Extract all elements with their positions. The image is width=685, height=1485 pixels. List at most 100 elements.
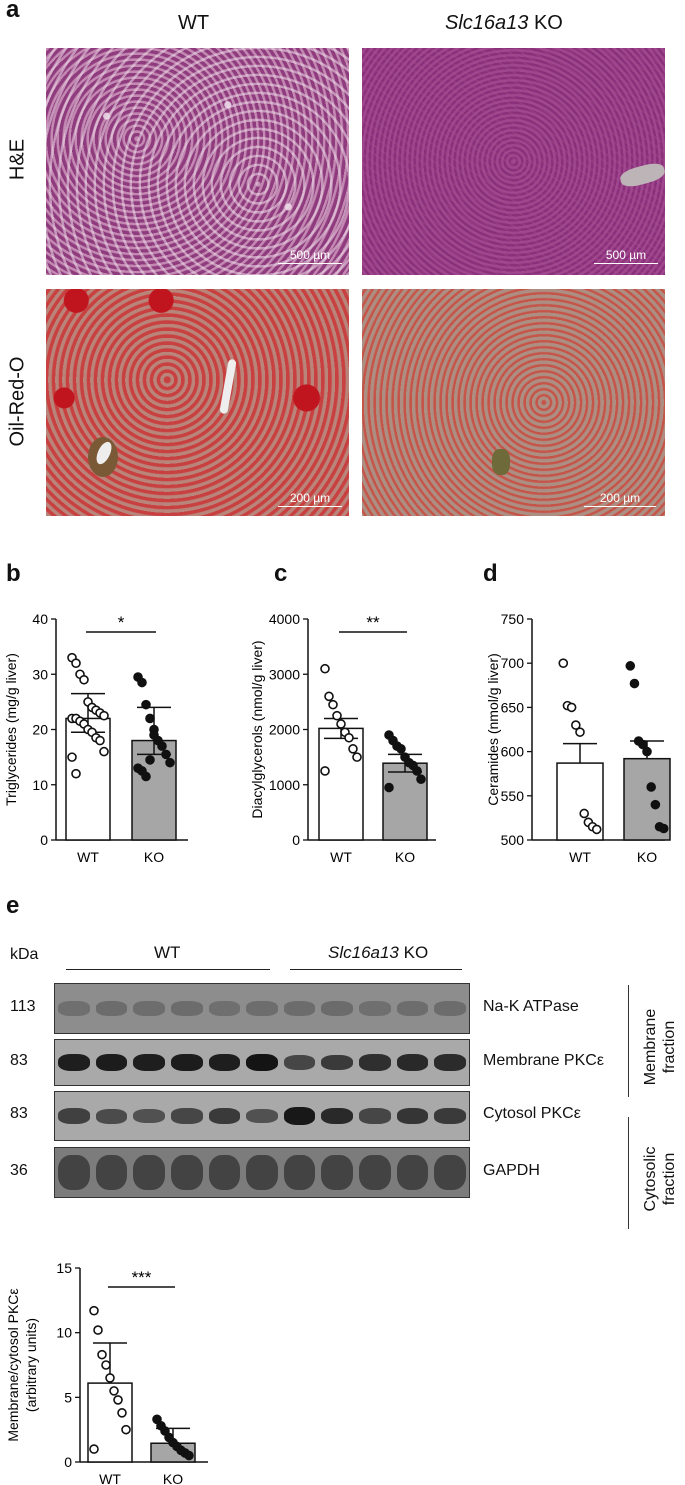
y-tick-label: 5	[64, 1389, 72, 1405]
data-point	[165, 757, 175, 768]
panel-c-letter: c	[274, 560, 288, 587]
x-tick-label: KO	[395, 849, 415, 865]
row-header-he: H&E	[6, 138, 29, 181]
scale-bar-he-wt: 500 µm	[278, 248, 342, 264]
blot-strip	[54, 983, 470, 1034]
blot-band	[170, 1001, 203, 1016]
data-point	[575, 727, 585, 737]
data-point	[145, 713, 155, 724]
blot-band	[434, 1001, 466, 1016]
ko-suffix: KO	[528, 12, 563, 34]
blot-band	[321, 1001, 354, 1016]
y-tick-label: 750	[501, 611, 525, 627]
blot-band	[396, 1155, 429, 1190]
y-tick-label: 700	[501, 655, 525, 671]
vessel-lumen	[219, 358, 237, 415]
data-point	[101, 1360, 111, 1370]
data-point	[320, 766, 330, 776]
data-point	[157, 741, 167, 751]
blot-band	[208, 1108, 241, 1124]
blot-band	[246, 1001, 278, 1016]
blot-strip	[54, 1091, 470, 1141]
blot-band	[208, 1001, 241, 1016]
data-point	[328, 699, 338, 710]
data-point	[625, 661, 636, 671]
blot-band	[283, 1107, 316, 1125]
ko-suffix: KO	[398, 943, 429, 962]
data-point	[99, 746, 109, 757]
y-tick-label: 0	[292, 832, 300, 848]
y-tick-label: 550	[501, 788, 525, 804]
data-point	[141, 771, 151, 782]
x-tick-label: KO	[144, 849, 164, 865]
blot-band	[133, 1155, 165, 1190]
panel-e-letter: e	[6, 892, 20, 919]
data-point	[89, 1305, 99, 1316]
scale-label: 500 µm	[289, 248, 331, 262]
blot-band	[396, 1054, 429, 1071]
blot-group-wt-line	[66, 969, 270, 970]
kda-label: kDa	[10, 946, 39, 963]
blot-strip	[54, 1147, 470, 1198]
cytosolic-fraction-bracket	[628, 1117, 629, 1229]
data-point	[416, 774, 426, 785]
y-axis-label: Triglycerides (mg/g liver)	[3, 653, 19, 806]
blot-band	[133, 1053, 165, 1072]
data-point	[145, 755, 155, 765]
bar	[318, 727, 364, 841]
data-point	[591, 824, 602, 835]
blot-band	[283, 1001, 316, 1016]
blot-band	[321, 1054, 354, 1071]
significance-stars: ***	[132, 1268, 152, 1287]
blot-band	[434, 1054, 466, 1071]
blot-band	[133, 1108, 165, 1124]
blot-band	[396, 1001, 429, 1016]
y-axis-label: Ceramides (nmol/g liver)	[485, 653, 501, 805]
significance-stars: *	[118, 613, 125, 632]
y-tick-label: 15	[56, 1260, 72, 1276]
panel-d-letter: d	[483, 560, 498, 587]
bar	[65, 717, 111, 841]
blot-group-wt: WT	[154, 943, 181, 962]
y-tick-label: 650	[501, 699, 525, 715]
blot-band	[58, 1108, 90, 1124]
y-tick-label: 30	[32, 666, 48, 682]
blot-group-ko-line	[290, 969, 462, 970]
blot-band	[283, 1054, 316, 1071]
oro-wt-micrograph: 200 µm	[46, 289, 349, 516]
data-point	[344, 732, 354, 743]
blot-band	[434, 1155, 466, 1190]
blot-band	[359, 1001, 391, 1016]
blot-band	[246, 1108, 278, 1124]
scale-bar-oro-wt: 200 µm	[278, 491, 342, 507]
significance-stars: **	[366, 613, 380, 632]
data-point	[348, 744, 358, 754]
blot-band	[208, 1155, 241, 1190]
blot-band	[58, 1155, 90, 1190]
row-header-oil-red-o: Oil-Red-O	[6, 356, 29, 447]
chart-ceramides: 500 550 600 650 700 750 Ceramides (nmol/g live…	[485, 611, 671, 865]
data-point	[93, 1325, 103, 1335]
y-axis-label: Membrane/cytosol PKCε	[5, 1288, 21, 1441]
data-point	[638, 739, 648, 750]
data-point	[412, 766, 422, 776]
cytosolic-fraction-label: Cytosolic fraction	[641, 1119, 679, 1239]
blot-band	[95, 1108, 128, 1124]
data-point	[324, 691, 334, 702]
blot-band	[246, 1155, 278, 1190]
blot-band	[321, 1107, 354, 1125]
data-point	[650, 799, 661, 810]
blot-label: Cytosol PKCε	[483, 1105, 581, 1122]
scale-label: 500 µm	[605, 248, 647, 262]
data-point	[336, 719, 346, 729]
blot-band	[208, 1053, 241, 1072]
data-point	[629, 678, 640, 689]
data-point	[396, 744, 406, 754]
blot-band	[359, 1155, 391, 1190]
kda-marker: 113	[10, 997, 36, 1015]
data-point	[71, 768, 81, 779]
data-point	[89, 1444, 99, 1454]
x-tick-label: WT	[330, 849, 352, 865]
panel-a-letter: a	[6, 0, 20, 23]
